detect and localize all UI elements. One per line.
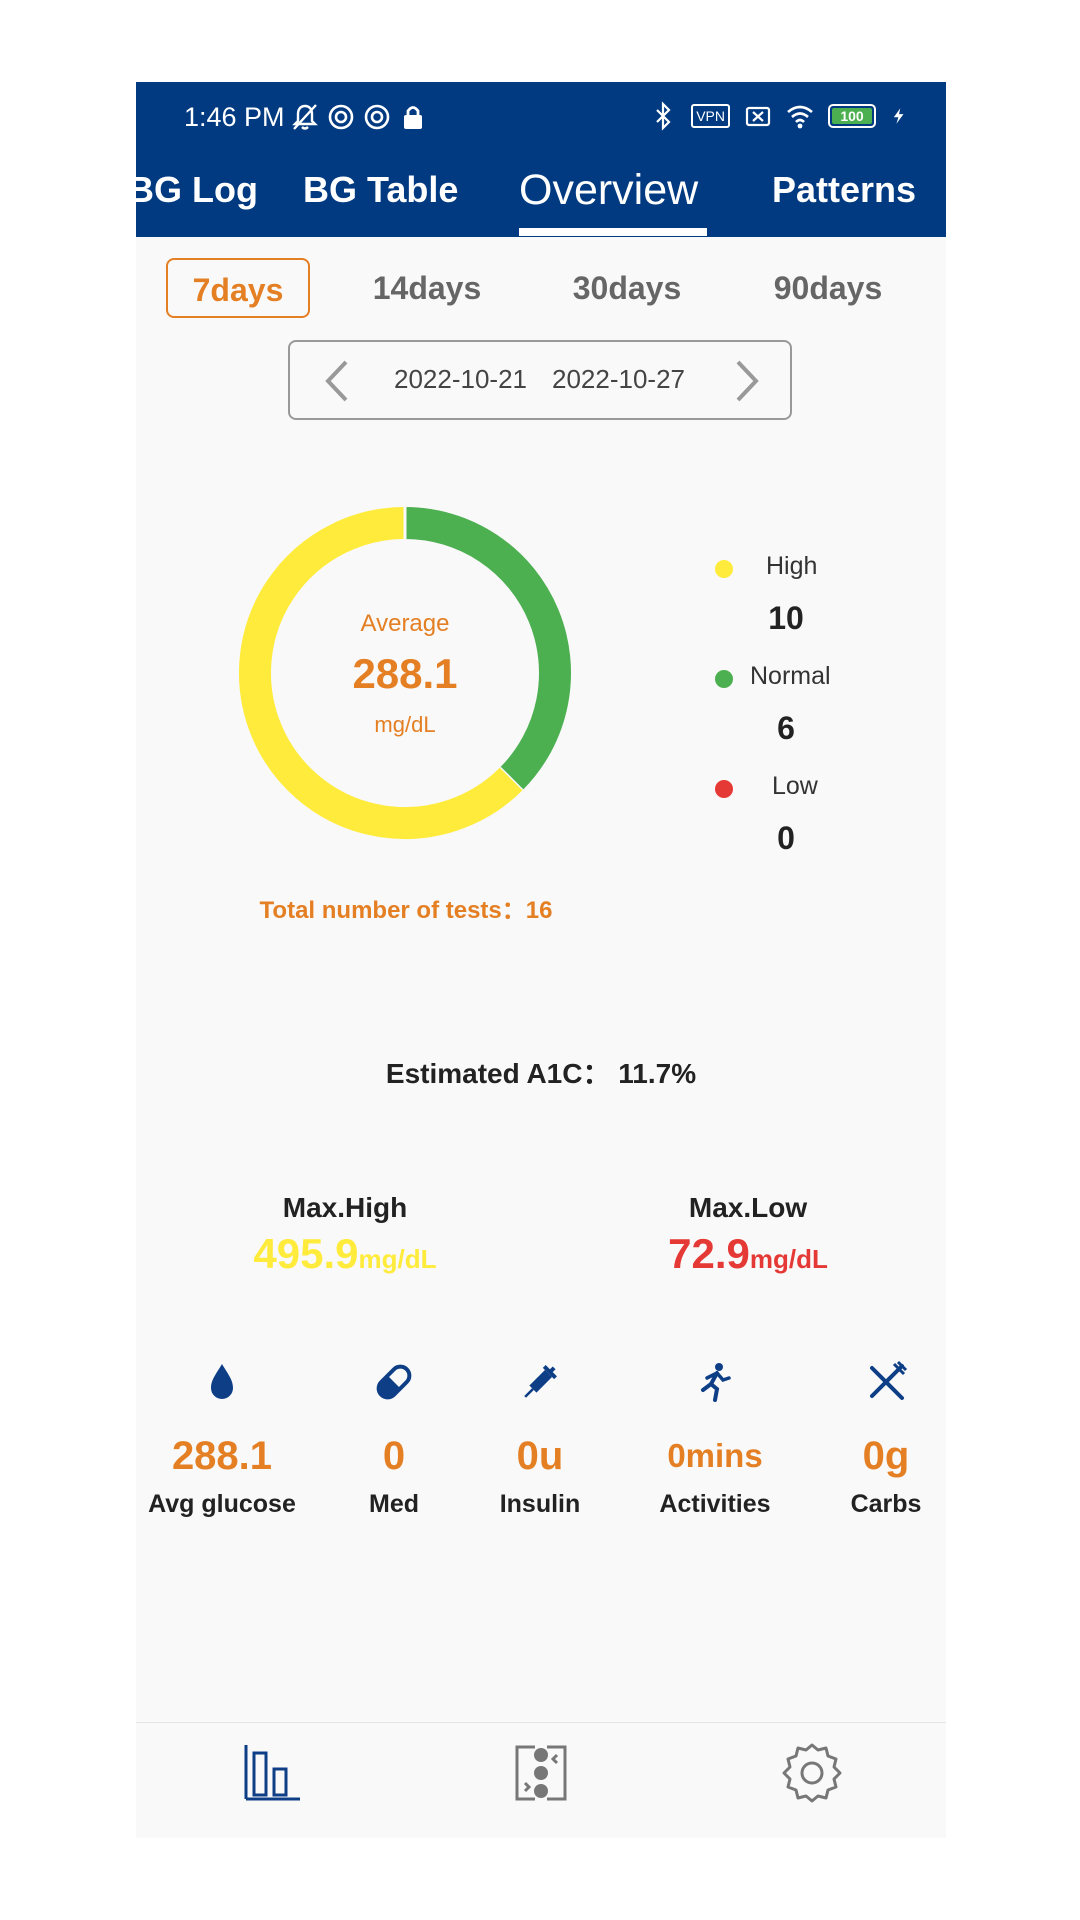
syringe-icon [524, 1365, 557, 1398]
app-header: 1:46 PM VPN 100 BG Log BG Table Overview… [136, 82, 946, 237]
legend-low-dot [715, 780, 733, 798]
tab-bg-table[interactable]: BG Table [303, 169, 459, 210]
legend-normal-label: Normal [750, 662, 831, 690]
stat-avg-glucose: 288.1 Avg glucose [142, 1360, 302, 1519]
range-7days-button[interactable]: 7days [166, 258, 310, 318]
max-high-value: 495.9mg/dL [253, 1230, 437, 1277]
range-30days-button[interactable]: 30days [572, 270, 682, 306]
donut-segment-high [239, 507, 523, 839]
range-selector: 7days 14days 30days 90days [136, 258, 946, 320]
estimated-a1c: Estimated A1C： 11.7% [385, 1058, 697, 1089]
glucose-donut-chart [239, 507, 571, 839]
donut-segment-normal [404, 507, 571, 791]
tab-bg-log[interactable]: BG Log [136, 169, 258, 210]
max-low-title: Max.Low [688, 1192, 808, 1223]
total-tests: Total number of tests：16 [259, 897, 553, 924]
status-icons-left [291, 102, 427, 132]
stat-med: 0 Med [314, 1360, 474, 1519]
sim-x-icon [745, 106, 771, 127]
bottom-nav [136, 1722, 946, 1838]
average-unit: mg/dL [374, 712, 436, 737]
status-time: 1:46 PM [184, 102, 285, 132]
legend-normal-value: 6 [777, 710, 795, 746]
start-date[interactable]: 2022-10-21 [394, 364, 527, 394]
legend-normal-dot [715, 670, 733, 688]
bluetooth-icon [656, 101, 671, 131]
tab-patterns[interactable]: Patterns [772, 169, 917, 210]
tab-bar: BG Log BG Table Overview Patterns [136, 164, 946, 237]
max-high-title: Max.High [282, 1192, 408, 1223]
phone-screen: 1:46 PM VPN 100 BG Log BG Table Overview… [136, 82, 946, 1838]
average-label: Average [360, 610, 450, 637]
legend-low-label: Low [772, 772, 818, 800]
fork-knife-icon [870, 1360, 908, 1400]
data-transfer-icon[interactable] [509, 1741, 573, 1805]
vpn-icon: VPN [691, 104, 730, 128]
date-range-picker: 2022-10-21 2022-10-27 [288, 340, 792, 420]
lock-icon [404, 106, 422, 129]
average-value: 288.1 [352, 650, 458, 697]
range-90days-button[interactable]: 90days [773, 270, 883, 306]
active-tab-indicator [519, 228, 707, 236]
legend-high-value: 10 [768, 600, 804, 636]
status-icons-right: VPN 100 [649, 101, 908, 131]
chart-icon[interactable] [240, 1741, 304, 1805]
chevron-left-icon[interactable] [318, 356, 358, 406]
record-icon [328, 104, 354, 130]
max-low-value: 72.9mg/dL [668, 1230, 828, 1277]
status-bar: 1:46 PM VPN 100 [136, 82, 946, 152]
record-icon [364, 104, 390, 130]
stat-insulin: 0u Insulin [460, 1360, 620, 1519]
blood-drop-icon [211, 1364, 233, 1399]
pill-icon [376, 1364, 412, 1400]
bell-off-icon [292, 104, 318, 130]
chevron-right-icon[interactable] [726, 356, 766, 406]
legend-low-value: 0 [777, 820, 795, 856]
charging-icon [893, 108, 904, 124]
tab-overview[interactable]: Overview [519, 166, 699, 214]
wifi-icon [787, 105, 813, 129]
legend-high-dot [715, 560, 733, 578]
stat-carbs: 0g Carbs [806, 1360, 946, 1519]
gear-icon[interactable] [780, 1741, 844, 1805]
running-person-icon [701, 1363, 731, 1402]
range-14days-button[interactable]: 14days [372, 270, 482, 306]
end-date[interactable]: 2022-10-27 [552, 364, 685, 394]
stat-activities: 0mins Activities [635, 1360, 795, 1519]
battery-icon: 100 [828, 104, 876, 128]
legend-high-label: High [766, 552, 818, 580]
